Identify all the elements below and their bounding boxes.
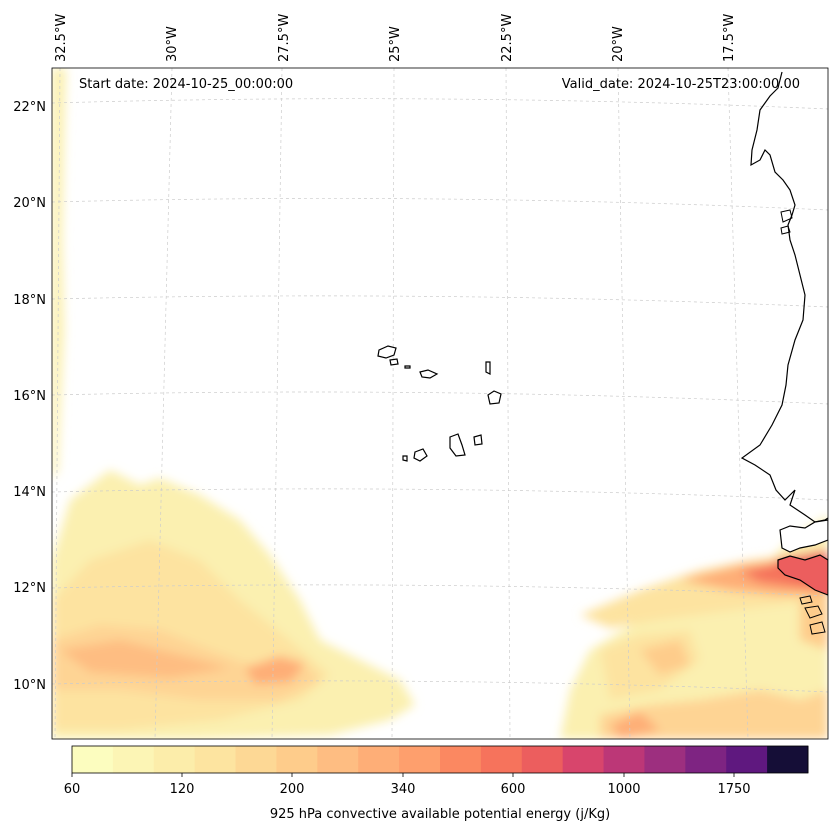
- lon-label: 25°W: [388, 26, 403, 62]
- colorbar-tick-label: 120: [169, 782, 195, 797]
- lat-label: 14°N: [13, 485, 46, 500]
- lat-label: 20°N: [13, 196, 46, 211]
- start-date-note: Start date: 2024-10-25_00:00:00: [79, 77, 294, 92]
- lon-label: 22.5°W: [500, 14, 515, 62]
- valid-date-note: Valid_date: 2024-10-25T23:00:00.00: [561, 77, 800, 92]
- colorbar-swatch: [153, 746, 196, 773]
- coastline-islands-north: [780, 209, 793, 235]
- colorbar-label: 925 hPa convective available potential e…: [269, 807, 611, 822]
- colorbar: [72, 746, 809, 773]
- lon-labels: 32.5°W 30°W 27.5°W 25°W 22.5°W 20°W 17.5…: [54, 14, 737, 62]
- colorbar-swatch: [562, 746, 605, 773]
- colorbar-frame: [71, 745, 809, 774]
- colorbar-tick-label: 1750: [717, 782, 751, 797]
- colorbar-swatch: [726, 746, 768, 773]
- lat-labels: 22°N 20°N 18°N 16°N 14°N 12°N 10°N: [13, 100, 46, 693]
- colorbar-swatch: [276, 746, 318, 773]
- lat-label: 10°N: [13, 678, 46, 693]
- colorbar-swatch: [235, 746, 277, 773]
- colorbar-swatch: [399, 746, 441, 773]
- lon-label: 20°W: [611, 26, 626, 62]
- lat-label: 16°N: [13, 389, 46, 404]
- coastline-guinea-bissau: [777, 554, 828, 596]
- colorbar-tick-label: 1000: [607, 782, 641, 797]
- lon-label: 27.5°W: [277, 14, 292, 62]
- cape-field: [52, 68, 828, 739]
- colorbar-swatch: [194, 746, 237, 773]
- lat-label: 12°N: [13, 581, 46, 596]
- colorbar-swatch: [72, 746, 114, 773]
- gridlines: [52, 68, 828, 739]
- colorbar-swatch: [767, 746, 809, 773]
- lat-label: 18°N: [13, 293, 46, 308]
- colorbar-tick-label: 200: [279, 782, 305, 797]
- colorbar-tick-label: 600: [500, 782, 526, 797]
- colorbar-swatch: [685, 746, 727, 773]
- colorbar-swatch: [112, 746, 155, 773]
- colorbar-tick-label: 60: [63, 782, 81, 797]
- colorbar-ticks: [71, 773, 735, 777]
- lat-label: 22°N: [13, 100, 46, 115]
- colorbar-swatch: [317, 746, 359, 773]
- colorbar-swatch: [644, 746, 686, 773]
- coastline-bijagos: [799, 595, 826, 635]
- colorbar-swatch: [358, 746, 400, 773]
- lon-label: 17.5°W: [722, 14, 737, 62]
- map-frame: [51, 67, 829, 740]
- colorbar-swatch: [480, 746, 523, 773]
- colorbar-swatch: [521, 746, 564, 773]
- colorbar-swatch: [440, 746, 482, 773]
- colorbar-swatch: [603, 746, 645, 773]
- lon-label: 30°W: [165, 26, 180, 62]
- coastline-gambia: [779, 519, 828, 553]
- coastline-africa: [740, 71, 828, 523]
- cape-verde-islands: [377, 345, 502, 462]
- lon-label: 32.5°W: [54, 14, 69, 62]
- colorbar-tick-label: 340: [390, 782, 416, 797]
